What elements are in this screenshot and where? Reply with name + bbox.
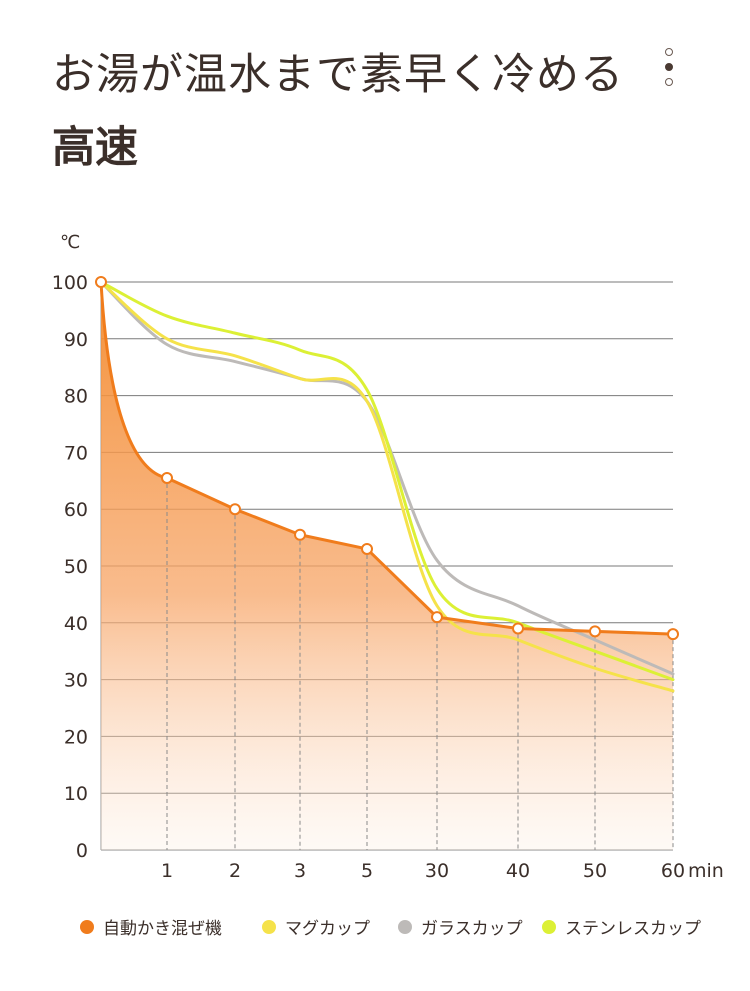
- legend-swatch: [398, 919, 412, 934]
- x-tick-label: 3: [294, 860, 306, 882]
- legend-swatch: [262, 919, 276, 934]
- legend-swatch: [542, 919, 556, 934]
- y-tick-labels: 0 10 20 30 40 50 60 70 80 90 100: [52, 272, 88, 862]
- chart-title: お湯が温水まで素早く冷める: [52, 50, 624, 100]
- y-tick-label: 90: [64, 329, 88, 351]
- legend-item: 自動かき混ぜ機: [80, 914, 222, 939]
- data-point-marker: [294, 528, 306, 541]
- y-tick-label: 50: [64, 556, 88, 578]
- pagination-dot-active[interactable]: [665, 63, 673, 71]
- x-tick-labels: 1 2 3 5 30 40 50 60: [161, 860, 685, 882]
- x-tick-label: 2: [229, 860, 241, 882]
- pagination-dots[interactable]: [661, 48, 681, 92]
- legend-label: 自動かき混ぜ機: [103, 919, 222, 939]
- legend-swatch: [80, 919, 94, 934]
- area-fill-shape: [101, 282, 673, 850]
- series-line: [99, 280, 675, 676]
- data-point-marker: [95, 276, 107, 288]
- series-line-main: [99, 281, 674, 636]
- data-point-marker: [512, 622, 524, 635]
- chart-legend: 自動かき混ぜ機 マグカップ ガラスカップ ステンレスカップ: [0, 914, 750, 942]
- area-fill: [101, 282, 673, 850]
- series-line: [99, 280, 675, 693]
- y-tick-label: 10: [64, 783, 88, 805]
- data-point-marker: [589, 625, 601, 638]
- data-point-marker: [229, 503, 241, 516]
- series-lines: [99, 280, 675, 693]
- data-point-marker: [361, 542, 373, 555]
- y-tick-label: 80: [64, 386, 88, 408]
- y-tick-label: 20: [64, 726, 88, 748]
- legend-item: ステンレスカップ: [542, 914, 701, 939]
- x-axis-unit-label: min: [688, 860, 724, 882]
- data-point-marker: [161, 471, 173, 484]
- y-tick-label: 100: [52, 272, 88, 294]
- pagination-dot[interactable]: [665, 78, 673, 86]
- series-line: [99, 280, 675, 682]
- x-tick-label: 30: [425, 860, 449, 882]
- y-tick-label: 40: [64, 613, 88, 635]
- legend-item: マグカップ: [262, 914, 370, 939]
- y-tick-label: 0: [76, 840, 88, 862]
- legend-item: ガラスカップ: [398, 914, 523, 939]
- legend-label: ステンレスカップ: [565, 919, 701, 939]
- y-tick-label: 70: [64, 442, 88, 464]
- x-tick-label: 5: [361, 860, 373, 882]
- legend-label: ガラスカップ: [421, 919, 523, 939]
- x-tick-label: 40: [506, 860, 530, 882]
- pagination-dot[interactable]: [665, 48, 673, 56]
- data-point-marker: [431, 611, 443, 624]
- y-axis-unit-label: ℃: [60, 232, 80, 253]
- y-tick-label: 60: [64, 499, 88, 521]
- legend-label: マグカップ: [285, 919, 370, 939]
- x-tick-label: 1: [161, 860, 173, 882]
- series-markers: [95, 276, 679, 641]
- chart-subtitle: 高速: [52, 123, 138, 173]
- data-point-marker: [667, 628, 679, 641]
- x-tick-label: 60: [661, 860, 685, 882]
- x-tick-label: 50: [583, 860, 607, 882]
- y-tick-label: 30: [64, 670, 88, 692]
- drop-lines: [166, 483, 674, 850]
